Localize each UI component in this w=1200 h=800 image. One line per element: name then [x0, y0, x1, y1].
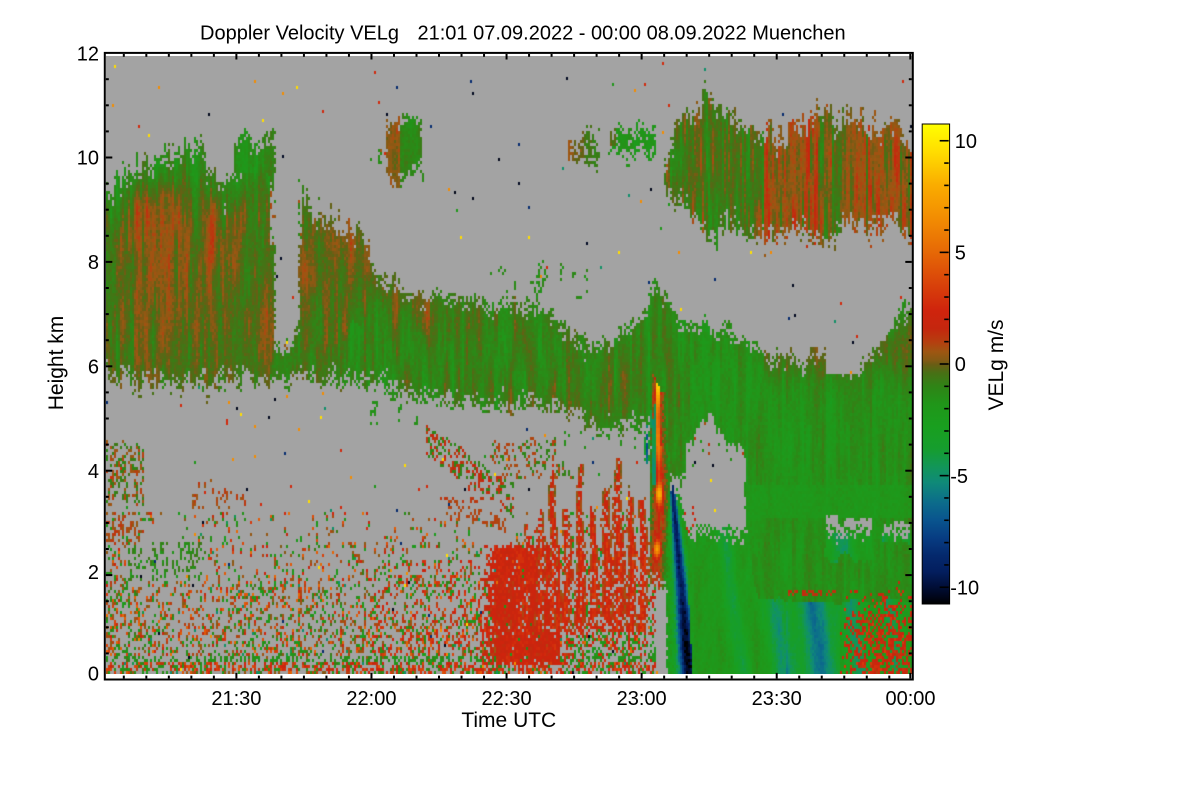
svg-text:Time UTC: Time UTC	[461, 709, 556, 732]
svg-text:21:01 07.09.2022 - 00:00 08.09: 21:01 07.09.2022 - 00:00 08.09.2022 Muen…	[418, 23, 846, 45]
svg-text:23:30: 23:30	[752, 688, 802, 710]
svg-text:-10: -10	[950, 577, 979, 599]
svg-text:22:30: 22:30	[482, 688, 532, 710]
svg-text:10: 10	[77, 148, 99, 170]
svg-text:VELg m/s: VELg m/s	[985, 319, 1008, 410]
svg-text:22:00: 22:00	[346, 688, 396, 710]
svg-text:21:30: 21:30	[211, 688, 261, 710]
svg-text:23:00: 23:00	[617, 688, 667, 710]
svg-text:2: 2	[88, 562, 99, 584]
svg-text:10: 10	[955, 131, 977, 153]
svg-text:0: 0	[955, 354, 966, 376]
svg-text:8: 8	[88, 252, 99, 274]
svg-text:0: 0	[88, 663, 99, 685]
svg-text:12: 12	[77, 43, 99, 65]
svg-text:5: 5	[955, 243, 966, 265]
svg-text:Height km: Height km	[45, 316, 68, 411]
svg-text:00:00: 00:00	[885, 688, 935, 710]
svg-text:4: 4	[88, 461, 99, 483]
svg-text:Doppler Velocity VELg: Doppler Velocity VELg	[200, 23, 399, 45]
svg-text:-5: -5	[950, 466, 968, 488]
svg-text:6: 6	[88, 357, 99, 379]
